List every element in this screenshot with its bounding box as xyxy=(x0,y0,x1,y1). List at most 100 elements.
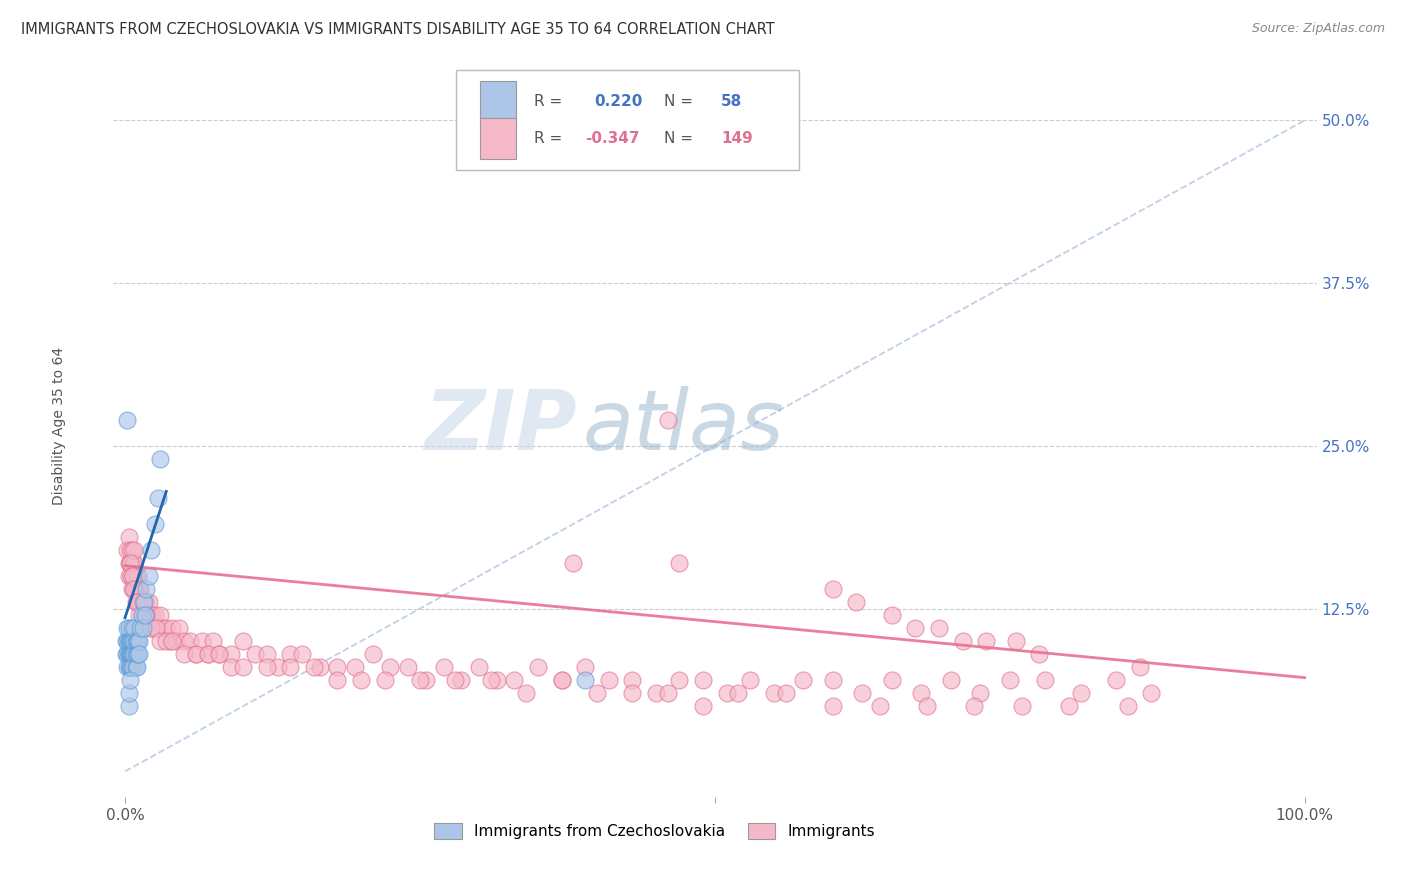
Point xyxy=(202,634,225,648)
Point xyxy=(668,556,690,570)
Point xyxy=(1028,647,1050,661)
Text: Disability Age 35 to 64: Disability Age 35 to 64 xyxy=(52,347,66,506)
Point xyxy=(120,634,142,648)
Text: 149: 149 xyxy=(721,131,752,146)
Point xyxy=(127,595,149,609)
Point xyxy=(122,582,145,596)
Point xyxy=(120,569,142,583)
Point xyxy=(131,595,153,609)
Point xyxy=(117,699,139,714)
Point xyxy=(117,634,139,648)
Point xyxy=(120,647,142,661)
Point xyxy=(1105,673,1128,688)
Point xyxy=(121,621,143,635)
Point xyxy=(125,582,148,596)
Point xyxy=(131,621,153,635)
Point xyxy=(1116,699,1139,714)
Point xyxy=(740,673,762,688)
Point xyxy=(598,673,620,688)
Point xyxy=(121,634,143,648)
Point xyxy=(120,569,142,583)
Point xyxy=(302,660,325,674)
Point xyxy=(232,660,254,674)
Point xyxy=(1140,686,1163,700)
Point xyxy=(124,647,146,661)
Point xyxy=(880,673,903,688)
Point xyxy=(122,569,145,583)
Point xyxy=(122,556,145,570)
Point xyxy=(326,660,349,674)
Point xyxy=(485,673,508,688)
Point xyxy=(432,660,454,674)
Point xyxy=(668,673,690,688)
Text: 0.220: 0.220 xyxy=(595,94,643,109)
Point xyxy=(821,699,844,714)
Point xyxy=(479,673,502,688)
Point xyxy=(586,686,609,700)
Point xyxy=(139,621,162,635)
FancyBboxPatch shape xyxy=(456,70,799,170)
Point xyxy=(869,699,891,714)
Point xyxy=(124,543,146,558)
Point xyxy=(122,660,145,674)
Text: -0.347: -0.347 xyxy=(585,131,640,146)
Point xyxy=(135,608,157,623)
Point xyxy=(117,660,139,674)
Point xyxy=(117,660,139,674)
Point xyxy=(344,660,367,674)
Point xyxy=(208,647,231,661)
Point xyxy=(208,647,231,661)
Point xyxy=(118,556,141,570)
Point xyxy=(845,595,868,609)
Text: IMMIGRANTS FROM CZECHOSLOVAKIA VS IMMIGRANTS DISABILITY AGE 35 TO 64 CORRELATION: IMMIGRANTS FROM CZECHOSLOVAKIA VS IMMIGR… xyxy=(21,22,775,37)
Point xyxy=(131,608,153,623)
Point xyxy=(1004,634,1026,648)
Point xyxy=(122,647,145,661)
Point xyxy=(380,660,402,674)
Point xyxy=(128,634,150,648)
Point xyxy=(136,608,159,623)
Point xyxy=(149,634,172,648)
Point xyxy=(125,595,148,609)
Point xyxy=(969,686,991,700)
Point xyxy=(821,673,844,688)
Point xyxy=(621,673,644,688)
Point xyxy=(910,686,932,700)
Text: 58: 58 xyxy=(721,94,742,109)
Point xyxy=(169,621,191,635)
Point xyxy=(173,647,195,661)
Text: N =: N = xyxy=(665,131,699,146)
Point xyxy=(120,556,142,570)
Point xyxy=(134,608,156,623)
Point xyxy=(173,634,195,648)
Point xyxy=(160,634,183,648)
Point xyxy=(657,413,679,427)
Point xyxy=(939,673,962,688)
Point xyxy=(165,634,187,648)
Point xyxy=(515,686,537,700)
Point xyxy=(278,647,301,661)
Point xyxy=(121,647,143,661)
Point xyxy=(974,634,997,648)
Point xyxy=(122,634,145,648)
Point xyxy=(117,686,139,700)
Point xyxy=(138,569,160,583)
Point xyxy=(120,660,142,674)
Point xyxy=(184,647,207,661)
Point xyxy=(792,673,814,688)
Point xyxy=(132,595,155,609)
Point xyxy=(138,595,160,609)
Point xyxy=(122,647,145,661)
Point xyxy=(118,634,141,648)
Point xyxy=(326,673,349,688)
Point xyxy=(118,660,141,674)
Point xyxy=(125,569,148,583)
Point xyxy=(915,699,938,714)
Point xyxy=(928,621,950,635)
Point xyxy=(197,647,219,661)
Point xyxy=(197,647,219,661)
Point xyxy=(139,543,162,558)
Point xyxy=(117,556,139,570)
Point xyxy=(127,569,149,583)
Point xyxy=(444,673,467,688)
